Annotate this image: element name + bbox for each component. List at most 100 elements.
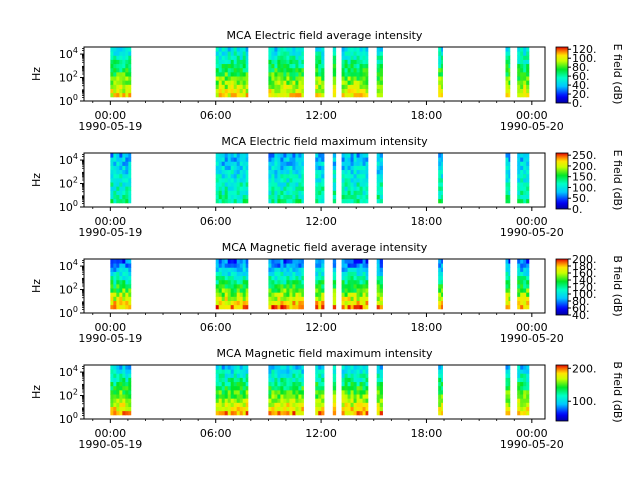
- data-block: [505, 259, 511, 310]
- data-block: [110, 153, 132, 204]
- x-tick-label: 00:00: [94, 109, 126, 122]
- colorbar-tick-label: 100.: [572, 181, 597, 194]
- colorbar-tick-label: 120.: [572, 281, 597, 294]
- colorbar-tick-label: 40.: [572, 79, 590, 92]
- y-tick-label: 102: [59, 282, 78, 297]
- data-block: [315, 259, 325, 310]
- data-block: [376, 153, 383, 204]
- x-tick-label: 00:00: [94, 321, 126, 334]
- x-tick-label: 06:00: [200, 215, 232, 228]
- colorbar: 0.50.100.150.200.250. E field (dB): [555, 149, 624, 216]
- data-block: [215, 47, 249, 98]
- data-block: [332, 365, 337, 416]
- y-tick-label: 100: [59, 305, 78, 320]
- x-tick-label: 00:00: [94, 215, 126, 228]
- data-block: [332, 153, 337, 204]
- panel-2: MCA Electric field maximum intensity Hz 10…: [30, 135, 624, 239]
- data-block: [215, 259, 249, 310]
- heatmap-data: [110, 365, 530, 416]
- colorbar: 0.20.40.60.80.100.120. E field (dB): [555, 43, 624, 110]
- y-tick-label: 100: [59, 199, 78, 214]
- x-date-label: 1990-05-20: [500, 332, 564, 345]
- data-block: [268, 47, 304, 98]
- x-tick-label: 18:00: [411, 321, 443, 334]
- data-block: [110, 47, 132, 98]
- y-tick-label: 104: [59, 152, 78, 167]
- x-date-label: 1990-05-19: [78, 120, 142, 133]
- y-axis-label: Hz: [30, 67, 43, 81]
- colorbar-tick-label: 160.: [572, 267, 597, 280]
- data-block: [332, 259, 337, 310]
- axes-frame: [83, 46, 546, 102]
- data-block: [315, 365, 325, 416]
- heatmap-data: [110, 153, 530, 204]
- x-tick-label: 06:00: [200, 321, 232, 334]
- data-block: [438, 47, 443, 98]
- data-block: [215, 365, 249, 416]
- x-tick-label: 00:00: [516, 109, 548, 122]
- data-block: [341, 153, 369, 204]
- heatmap-data: [110, 47, 530, 98]
- x-tick-label: 18:00: [411, 109, 443, 122]
- y-axis-label: Hz: [30, 385, 43, 399]
- colorbar-tick-label: 80.: [572, 61, 590, 74]
- data-block: [110, 259, 132, 310]
- data-block: [315, 47, 325, 98]
- x-tick-label: 12:00: [305, 321, 337, 334]
- colorbar-gradient: [555, 152, 569, 210]
- panel-4: MCA Magnetic field maximum intensity Hz 10…: [30, 347, 624, 451]
- y-tick-label: 102: [59, 70, 78, 85]
- y-ticks: 100 102 104: [59, 258, 84, 320]
- x-date-label: 1990-05-20: [500, 438, 564, 451]
- x-date-label: 1990-05-19: [78, 226, 142, 239]
- panel-title: MCA Magnetic field average intensity: [222, 241, 428, 254]
- colorbar-label: B field (dB): [611, 255, 624, 316]
- colorbar-tick-label: 0.: [572, 97, 583, 110]
- colorbar-tick-label: 250.: [572, 149, 597, 162]
- axes-frame: [83, 364, 546, 420]
- y-axis-label: Hz: [30, 279, 43, 293]
- x-tick-label: 00:00: [516, 427, 548, 440]
- colorbar-tick-label: 40.: [572, 309, 590, 322]
- panel-title: MCA Electric field maximum intensity: [221, 135, 428, 148]
- y-tick-label: 102: [59, 176, 78, 191]
- panel-title: MCA Magnetic field maximum intensity: [217, 347, 433, 360]
- colorbar-tick-label: 150.: [572, 171, 597, 184]
- colorbar-gradient: [555, 258, 569, 316]
- colorbar-tick-label: 120.: [572, 43, 597, 56]
- data-block: [505, 365, 511, 416]
- colorbar-label: B field (dB): [611, 361, 624, 422]
- x-tick-label: 06:00: [200, 427, 232, 440]
- colorbar-tick-label: 80.: [572, 295, 590, 308]
- y-ticks: 100 102 104: [59, 46, 84, 108]
- colorbar-tick-label: 100.: [572, 395, 597, 408]
- x-date-label: 1990-05-19: [78, 332, 142, 345]
- data-block: [376, 47, 383, 98]
- data-block: [376, 259, 383, 310]
- heatmap-data: [110, 259, 530, 310]
- x-date-label: 1990-05-20: [500, 226, 564, 239]
- colorbar-tick-label: 200.: [572, 362, 597, 375]
- x-tick-label: 06:00: [200, 109, 232, 122]
- panel-3: MCA Magnetic field average intensity Hz 10…: [30, 241, 624, 345]
- x-date-label: 1990-05-19: [78, 438, 142, 451]
- colorbar-label: E field (dB): [611, 150, 624, 211]
- colorbar-tick-label: 60.: [572, 302, 590, 315]
- colorbar-label: E field (dB): [611, 44, 624, 105]
- panel-title: MCA Electric field average intensity: [227, 29, 423, 42]
- axes-frame: [83, 258, 546, 314]
- colorbar-tick-label: 200.: [572, 253, 597, 266]
- data-block: [505, 47, 511, 98]
- x-tick-label: 12:00: [305, 109, 337, 122]
- data-block: [505, 153, 511, 204]
- y-tick-label: 102: [59, 388, 78, 403]
- x-tick-label: 00:00: [516, 321, 548, 334]
- x-tick-label: 00:00: [94, 427, 126, 440]
- data-block: [517, 47, 530, 98]
- y-tick-label: 100: [59, 411, 78, 426]
- data-block: [376, 365, 383, 416]
